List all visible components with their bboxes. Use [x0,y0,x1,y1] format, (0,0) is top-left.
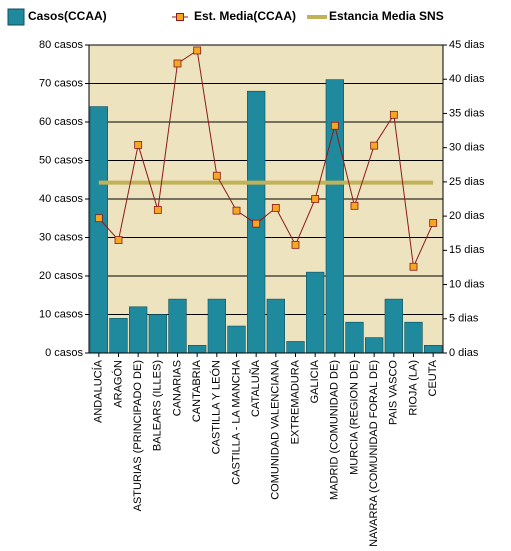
y2-tick-label: 45 dias [449,39,485,51]
x-tick-label: MADRID (COMUNIDAD DE) [329,360,341,500]
y2-tick-label: 15 dias [449,244,485,256]
x-tick-label: BALEARS (ILLES) [152,360,164,451]
marker [370,141,379,150]
x-tick-label: ASTURIAS (PRINCIPADO DE) [132,360,144,511]
x-tick-label: CASTILLA - LA MANCHA [230,359,242,484]
x-tick-label: CATALUÑA [249,359,262,417]
x-tick-label: PAIS VASCO [388,360,400,425]
marker [311,195,320,203]
marker [232,206,241,215]
marker [330,121,339,130]
bar [345,321,364,354]
marker [429,219,438,227]
bar [404,321,423,354]
y-tick-label: 70 casos [39,77,84,89]
y-tick-label: 0 casos [45,347,83,359]
y-tick-label: 60 casos [39,116,84,128]
x-tick-label: ARAGÓN [111,360,124,408]
bar [227,325,246,354]
x-tick-label: CEUTA [427,359,439,396]
line [98,49,434,269]
y2-tick-label: 10 dias [449,278,485,290]
marker [271,203,280,212]
x-tick-label: CASTILLA Y LEÓN [210,360,223,454]
legend-label: Estancia Media SNS [329,9,444,23]
y2-tick-label: 30 dias [449,142,485,154]
marker [409,262,418,271]
legend-label: Est. Media(CCAA) [194,9,296,23]
x-tick-label: RIOJA (LA) [407,360,419,416]
marker [134,141,143,149]
bar [384,298,403,354]
marker [114,236,123,244]
marker [153,206,162,214]
x-tick-label: COMUNIDAD VALENCIANA [270,359,282,499]
bar [266,298,285,354]
x-tick-label: CANARIAS [171,360,183,416]
y-tick-label: 20 casos [39,270,84,282]
bar [207,298,226,354]
bar [148,314,167,354]
bar [365,337,384,354]
marker [350,201,359,210]
x-tick-label: MURCIA (REGION DE) [348,360,360,475]
bar [306,271,325,354]
bar [89,106,108,354]
y2-tick-label: 25 dias [449,176,485,188]
marker [389,110,398,119]
bar [325,79,344,354]
legend-label: Casos(CCAA) [28,9,107,23]
y2-tick-label: 35 dias [449,107,485,119]
marker [291,240,300,249]
marker [94,214,103,223]
marker [193,46,202,55]
bar [286,341,305,354]
x-tick-label: ANDALUCÍA [92,359,105,423]
y-tick-label: 10 casos [39,308,84,320]
x-tick-label: CANTABRIA [191,359,203,422]
y2-tick-label: 40 dias [449,73,485,85]
legend-marker [176,13,184,21]
y-tick-label: 30 casos [39,231,84,243]
y-tick-label: 80 casos [39,39,84,51]
y-tick-label: 40 casos [39,193,84,205]
bar [424,344,443,354]
bar [188,344,207,354]
y2-tick-label: 0 dias [449,347,479,359]
x-tick-label: NAVARRA (COMUNIDAD FORAL DE) [368,360,380,547]
bar [168,298,187,354]
x-tick-label: EXTREMADURA [289,359,301,444]
marker [173,59,182,68]
marker [212,171,221,180]
y-tick-label: 50 casos [39,154,84,166]
marker [252,219,261,228]
y2-tick-label: 20 dias [449,210,485,222]
legend-swatch [7,8,25,26]
x-tick-label: GALICIA [309,359,321,403]
y2-tick-label: 5 dias [449,313,479,325]
bar [129,306,148,354]
bar [109,318,128,354]
